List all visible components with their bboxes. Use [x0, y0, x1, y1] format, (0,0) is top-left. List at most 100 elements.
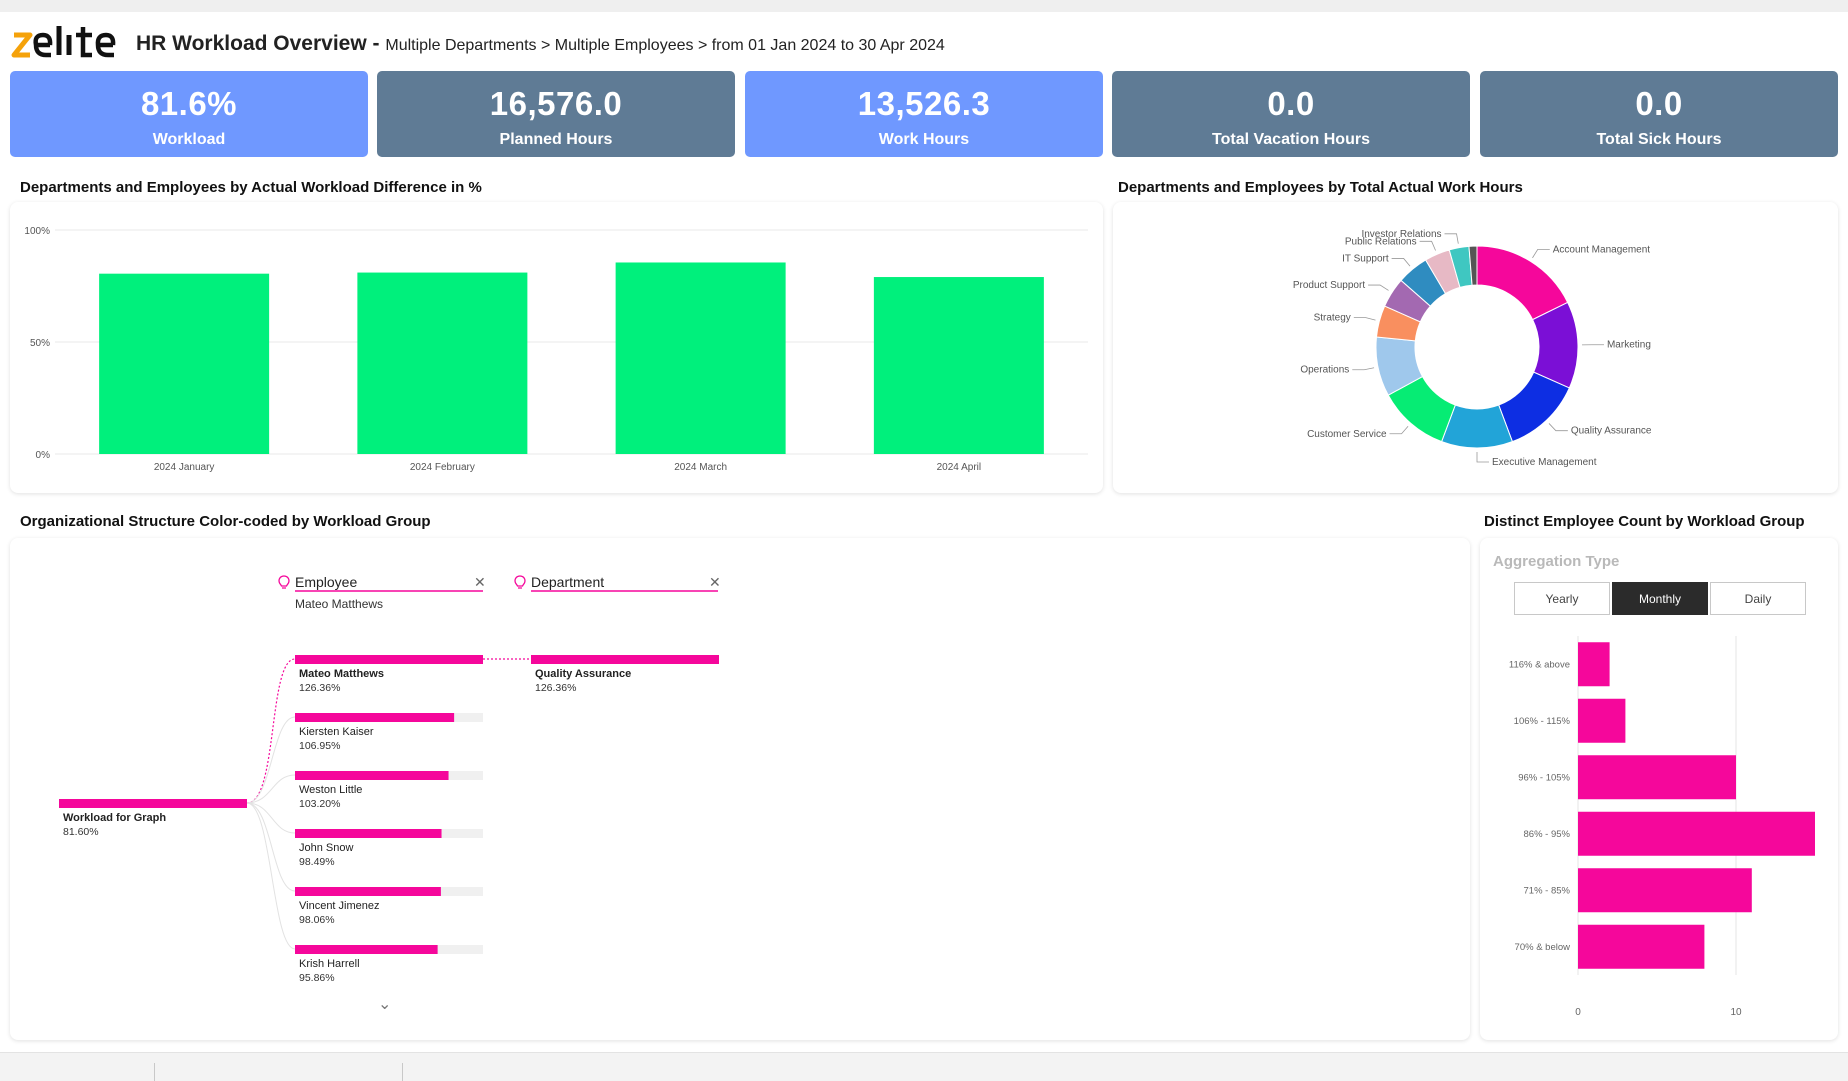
employee-name: Krish Harrell [299, 958, 360, 970]
leader-line [1549, 423, 1568, 430]
kpi-value: 13,526.3 [745, 85, 1103, 123]
x-tick-label: 2024 January [154, 462, 215, 473]
count-bar[interactable] [1578, 642, 1610, 686]
kpi-sick-hours[interactable]: 0.0 Total Sick Hours [1480, 71, 1838, 157]
kpi-value: 0.0 [1112, 85, 1470, 123]
x-tick-label: 2024 February [410, 462, 475, 473]
bar[interactable] [616, 262, 786, 454]
count-bar[interactable] [1578, 812, 1815, 856]
kpi-label: Total Sick Hours [1480, 131, 1838, 149]
chevron-down-icon[interactable]: ⌄ [378, 994, 391, 1014]
y-tick-label: 96% - 105% [1518, 772, 1570, 783]
employee-name: Weston Little [299, 784, 362, 796]
slicer-department-label[interactable]: Department [531, 574, 604, 590]
employee-value: 98.49% [299, 856, 335, 868]
leader-line [1532, 249, 1549, 257]
aggregation-monthly-button[interactable]: Monthly [1612, 582, 1708, 615]
count-bar[interactable] [1578, 925, 1704, 969]
section-title-work-hours: Departments and Employees by Total Actua… [1118, 179, 1523, 196]
employee-bar[interactable] [295, 887, 441, 896]
leader-line [1392, 258, 1410, 266]
zelite-logo [10, 18, 128, 64]
root-value: 81.60% [63, 826, 99, 838]
x-tick-label: 0 [1575, 1007, 1581, 1018]
kpi-label: Planned Hours [377, 131, 735, 149]
lightbulb-icon [513, 575, 527, 591]
tree-link [247, 803, 295, 891]
employee-value: 98.06% [299, 914, 335, 926]
department-value: 126.36% [535, 682, 576, 694]
page-title: HR Workload Overview - Multiple Departme… [136, 32, 945, 56]
y-tick-label: 86% - 95% [1524, 829, 1571, 840]
donut-label: Customer Service [1307, 429, 1387, 440]
employee-value: 106.95% [299, 740, 340, 752]
y-tick-label: 0% [36, 450, 51, 461]
aggregation-daily-button[interactable]: Daily [1710, 582, 1806, 615]
bar[interactable] [357, 273, 527, 454]
donut-label: IT Support [1342, 253, 1389, 264]
department-name: Quality Assurance [535, 668, 631, 680]
y-tick-label: 116% & above [1509, 659, 1570, 670]
section-title-distinct-count: Distinct Employee Count by Workload Grou… [1484, 513, 1805, 530]
employee-bar[interactable] [295, 713, 454, 722]
y-tick-label: 106% - 115% [1514, 716, 1571, 727]
leader-line [1390, 426, 1409, 434]
donut-label: Strategy [1314, 313, 1351, 324]
slicer-employee-label[interactable]: Employee [295, 574, 357, 590]
donut-label: Product Support [1293, 280, 1365, 291]
bar[interactable] [99, 274, 269, 454]
kpi-vacation-hours[interactable]: 0.0 Total Vacation Hours [1112, 71, 1470, 157]
aggregation-title: Aggregation Type [1493, 553, 1619, 570]
donut-label: Marketing [1607, 340, 1651, 351]
employee-name: John Snow [299, 842, 353, 854]
bar[interactable] [874, 277, 1044, 454]
y-tick-label: 71% - 85% [1524, 885, 1571, 896]
close-icon[interactable]: ✕ [709, 574, 721, 591]
report-subtitle: Multiple Departments > Multiple Employee… [385, 37, 944, 54]
leader-line [1354, 318, 1376, 321]
top-strip [0, 0, 1848, 12]
count-bar[interactable] [1578, 699, 1625, 743]
aggregation-yearly-button[interactable]: Yearly [1514, 582, 1610, 615]
kpi-planned-hours[interactable]: 16,576.0 Planned Hours [377, 71, 735, 157]
employee-bar[interactable] [295, 829, 442, 838]
employee-value: 126.36% [299, 682, 340, 694]
donut-label: Investor Relations [1361, 229, 1441, 240]
leader-line [1352, 368, 1374, 370]
employee-bar[interactable] [295, 771, 449, 780]
count-bar[interactable] [1578, 755, 1736, 799]
section-title-workload-diff: Departments and Employees by Actual Work… [20, 179, 482, 196]
employee-name: Mateo Matthews [299, 668, 384, 680]
bottom-status-bar [0, 1052, 1848, 1081]
kpi-work-hours[interactable]: 13,526.3 Work Hours [745, 71, 1103, 157]
department-bar[interactable] [531, 655, 719, 664]
leader-line [1420, 241, 1436, 250]
distinct-count-chart: 116% & above 106% - 115% 96% - 105% 86% - 9… [1480, 630, 1838, 1030]
x-tick-label: 10 [1730, 1007, 1742, 1018]
kpi-label: Workload [10, 131, 368, 149]
root-bar[interactable] [59, 799, 247, 808]
kpi-workload[interactable]: 81.6% Workload [10, 71, 368, 157]
donut-label: Quality Assurance [1571, 426, 1652, 437]
leader-line [1445, 234, 1459, 244]
employee-name: Vincent Jimenez [299, 900, 380, 912]
employee-bar[interactable] [295, 655, 483, 664]
slicer-employee-selected: Mateo Matthews [295, 597, 383, 611]
kpi-value: 0.0 [1480, 85, 1838, 123]
section-title-org-structure: Organizational Structure Color-coded by … [20, 513, 431, 530]
y-tick-label: 100% [24, 226, 50, 237]
employee-bar[interactable] [295, 945, 438, 954]
donut-label: Operations [1300, 365, 1349, 376]
count-bar[interactable] [1578, 868, 1752, 912]
employee-name: Kiersten Kaiser [299, 726, 374, 738]
x-tick-label: 2024 April [937, 462, 981, 473]
lightbulb-icon [277, 575, 291, 591]
employee-value: 95.86% [299, 972, 335, 984]
report-title: HR Workload Overview [136, 32, 367, 55]
close-icon[interactable]: ✕ [474, 574, 486, 591]
kpi-value: 16,576.0 [377, 85, 735, 123]
